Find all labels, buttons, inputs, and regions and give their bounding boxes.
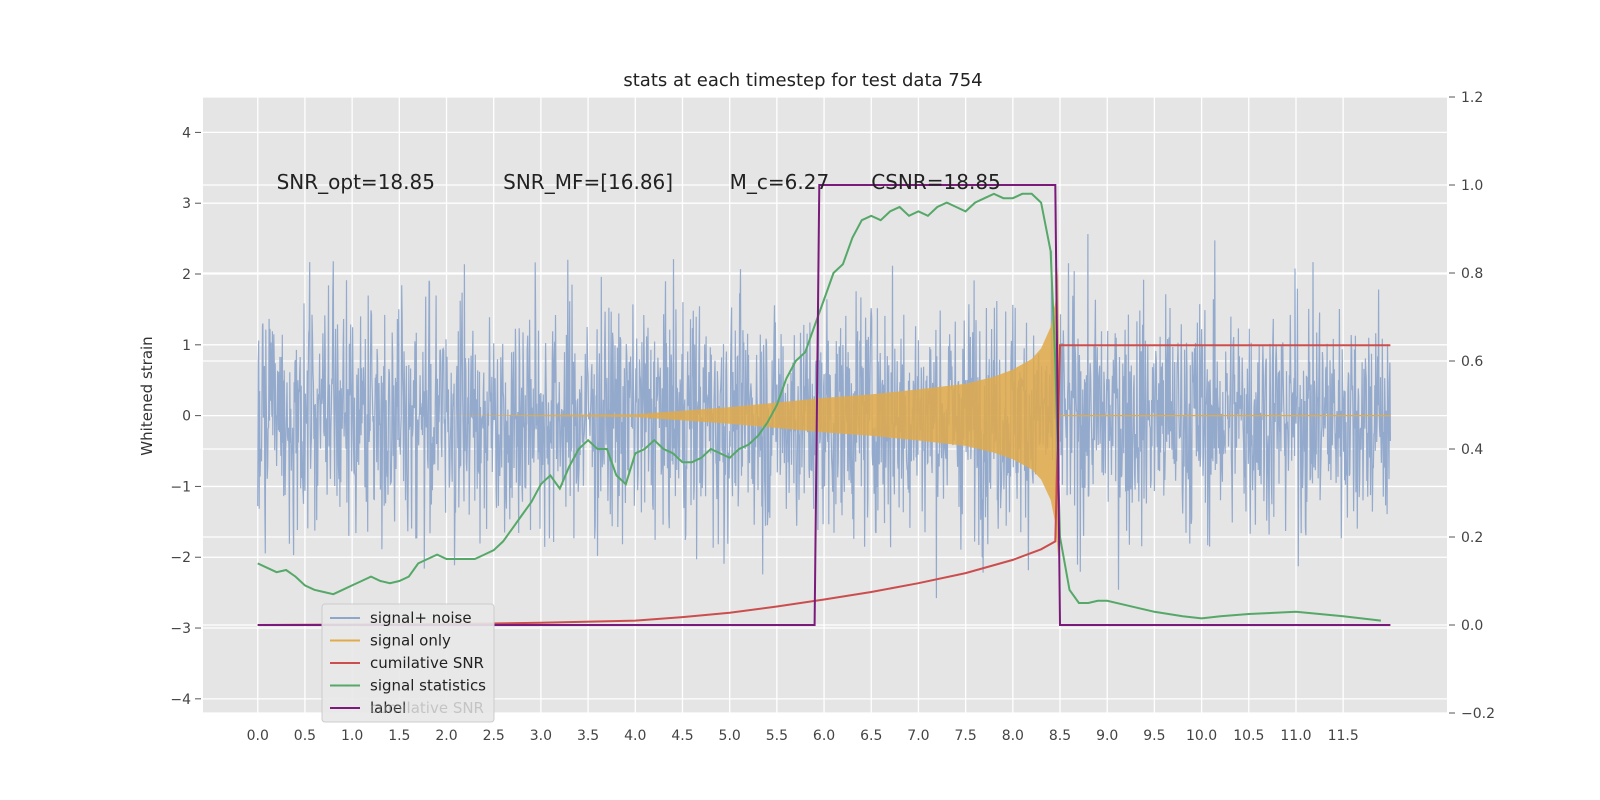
y2-tick-label: 0.2 <box>1461 530 1483 546</box>
series-line-signal-statistics <box>257 192 1382 622</box>
y2-tick-label: 1.2 <box>1461 90 1483 106</box>
x-tick-label: 6.0 <box>813 728 835 744</box>
x-tick-label: 10.0 <box>1186 728 1217 744</box>
y2-tick-label: −0.2 <box>1461 706 1495 722</box>
series-line-cumilative-SNR <box>257 344 1391 626</box>
x-tick-label: 9.5 <box>1143 728 1165 744</box>
y2-tick-label: 0.8 <box>1461 266 1483 282</box>
signal-plus-noise-line <box>257 234 1391 599</box>
x-tick-label: 4.0 <box>624 728 646 744</box>
x-tick-label: 4.5 <box>671 728 693 744</box>
legend-label: label <box>370 699 406 717</box>
series-signal-plus-noise <box>257 234 1391 599</box>
legend-overlap-label: cumilative SNR <box>370 699 484 717</box>
annotations: SNR_opt=18.85 SNR_MF=[16.86] M_c=6.27 CSNR=… <box>277 170 1001 194</box>
y-tick-label: 2 <box>182 267 191 283</box>
series-signal-only <box>257 266 1391 557</box>
legend-box <box>321 603 495 723</box>
x-tick-label: 11.5 <box>1328 728 1359 744</box>
y-tick-label: −2 <box>170 550 191 566</box>
y-tick-label: 1 <box>182 338 191 354</box>
x-tick-label: 0.5 <box>294 728 316 744</box>
y-tick-label: −3 <box>170 621 191 637</box>
axis-ticks: 0.0 0.5 1.0 1.5 2.0 2.5 3.0 3.5 4.0 4.5 5.0 5.5 6.0 6… <box>170 90 1495 744</box>
x-tick-label: 8.5 <box>1049 728 1071 744</box>
x-tick-label: 10.5 <box>1233 728 1264 744</box>
csnr-annotation: CSNR=18.85 <box>871 170 1001 194</box>
legend: signal+ noise signal only cumilative SNR si… <box>321 603 495 723</box>
x-tick-label: 11.0 <box>1280 728 1311 744</box>
legend-label: signal statistics <box>370 677 486 695</box>
x-tick-label: 5.0 <box>719 728 741 744</box>
snr-opt-annotation: SNR_opt=18.85 <box>277 170 435 194</box>
x-tick-label: 3.5 <box>577 728 599 744</box>
y-tick-label: −1 <box>170 479 191 495</box>
mc-annotation: M_c=6.27 <box>730 170 830 194</box>
x-tick-label: 3.0 <box>530 728 552 744</box>
x-tick-label: 7.5 <box>955 728 977 744</box>
x-tick-label: 8.0 <box>1002 728 1024 744</box>
y2-tick-label: 0.4 <box>1461 442 1483 458</box>
snr-mf-annotation: SNR_MF=[16.86] <box>503 170 673 194</box>
y2-tick-label: 0.6 <box>1461 354 1483 370</box>
y-tick-label: 4 <box>182 125 191 141</box>
series-lines <box>257 184 1391 626</box>
x-tick-label: 6.5 <box>860 728 882 744</box>
x-tick-label: 5.5 <box>766 728 788 744</box>
x-tick-label: 2.0 <box>435 728 457 744</box>
signal-only-envelope <box>257 266 1391 557</box>
y-tick-label: 0 <box>182 409 191 425</box>
legend-label: signal+ noise <box>370 609 472 627</box>
y-tick-label: 3 <box>182 196 191 212</box>
x-tick-label: 2.5 <box>483 728 505 744</box>
x-tick-label: 7.0 <box>907 728 929 744</box>
y-axis-label: Whitened strain <box>138 336 156 455</box>
y2-tick-label: 0.0 <box>1461 618 1483 634</box>
series-line-label <box>257 184 1391 626</box>
x-tick-label: 1.0 <box>341 728 363 744</box>
y-tick-label: −4 <box>170 692 191 708</box>
y2-tick-label: 1.0 <box>1461 178 1483 194</box>
legend-label: cumilative SNR <box>370 654 484 672</box>
x-tick-label: 1.5 <box>388 728 410 744</box>
legend-label: signal only <box>370 632 451 650</box>
x-tick-label: 9.0 <box>1096 728 1118 744</box>
chart-title: stats at each timestep for test data 754 <box>623 70 982 91</box>
x-tick-label: 0.0 <box>247 728 269 744</box>
